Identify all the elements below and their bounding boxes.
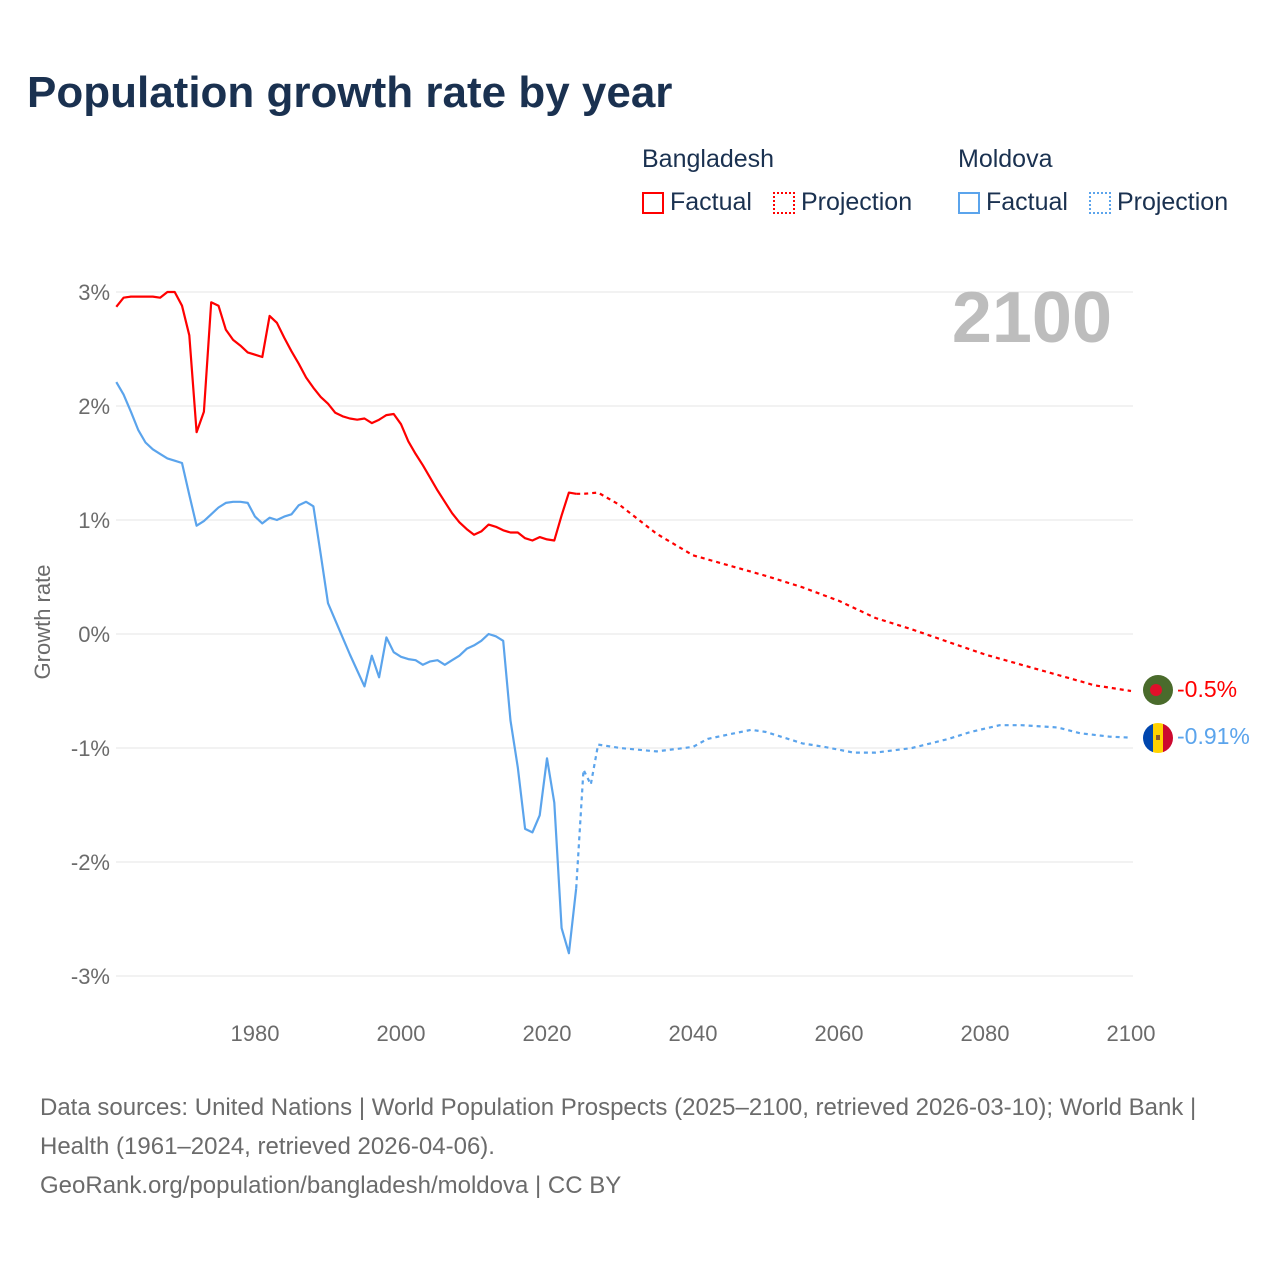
legend-bangladesh-projection[interactable]: Projection xyxy=(772,188,913,217)
solid-swatch-icon xyxy=(958,191,980,214)
x-tick-label: 1980 xyxy=(231,1021,280,1046)
credit-link[interactable]: GeoRank.org/population/bangladesh/moldov… xyxy=(40,1172,622,1199)
legend-label: Factual xyxy=(986,188,1068,216)
bangladesh-projection-line xyxy=(576,491,1132,693)
legend-label: Projection xyxy=(1116,188,1229,216)
x-tick-label: 2020 xyxy=(523,1021,572,1046)
legend-bangladesh-factual[interactable]: Factual xyxy=(642,188,752,217)
y-tick-label: 0% xyxy=(78,622,110,647)
dotted-swatch-icon xyxy=(1088,191,1111,214)
y-axis-label: Growth rate xyxy=(30,565,55,680)
chart-area: 3% 2% 1% 0% -1% -2% -3% 1980 2000 2020 2040 2060 208… xyxy=(30,278,1250,1046)
legend-label: Projection xyxy=(800,188,913,216)
y-tick-label: 1% xyxy=(78,508,110,533)
data-sources: Data sources: United Nations | World Pop… xyxy=(40,1094,1197,1160)
x-tick-label: 2040 xyxy=(669,1021,718,1046)
legend-moldova-projection[interactable]: Projection xyxy=(1088,188,1229,217)
moldova-factual-line xyxy=(115,381,578,955)
legend-group-name: Moldova xyxy=(958,145,1053,173)
legend-bangladesh: Bangladesh Factual Projection xyxy=(642,145,926,221)
chart-title: Population growth rate by year xyxy=(27,68,673,117)
y-tick-label: 2% xyxy=(78,394,110,419)
x-tick-label: 2000 xyxy=(377,1021,426,1046)
bangladesh-end-label: -0.5% xyxy=(1177,676,1237,702)
footer: Data sources: United Nations | World Pop… xyxy=(40,1088,1240,1205)
x-tick-label: 2100 xyxy=(1107,1021,1156,1046)
legend-label: Factual xyxy=(670,188,752,216)
y-tick-label: -3% xyxy=(71,964,110,989)
moldova-end-label: -0.91% xyxy=(1177,723,1250,749)
x-tick-label: 2060 xyxy=(815,1021,864,1046)
bangladesh-flag-icon xyxy=(1143,675,1173,705)
legend-group-name: Bangladesh xyxy=(642,145,775,173)
y-tick-label: 3% xyxy=(78,280,110,305)
moldova-flag-icon xyxy=(1143,723,1173,753)
moldova-projection-line xyxy=(575,724,1132,889)
legend-moldova: Moldova Factual Projection xyxy=(958,145,1242,221)
legend-moldova-factual[interactable]: Factual xyxy=(958,188,1068,217)
year-watermark: 2100 xyxy=(952,278,1112,358)
y-tick-label: -2% xyxy=(71,850,110,875)
y-tick-label: -1% xyxy=(71,736,110,761)
bangladesh-factual-line xyxy=(115,290,577,542)
solid-swatch-icon xyxy=(642,191,664,214)
dotted-swatch-icon xyxy=(772,191,795,214)
x-tick-label: 2080 xyxy=(961,1021,1010,1046)
